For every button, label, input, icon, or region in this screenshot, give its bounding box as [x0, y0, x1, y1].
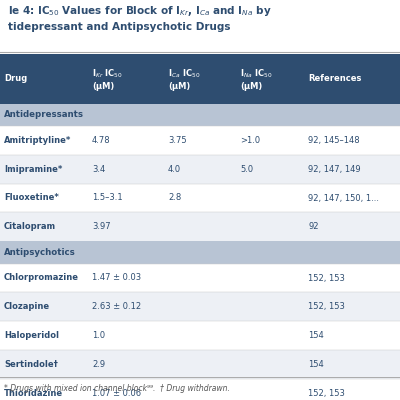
Text: 152, 153: 152, 153 — [308, 389, 345, 398]
Text: Clozapine: Clozapine — [4, 302, 50, 311]
Text: Antidepressants: Antidepressants — [4, 110, 84, 119]
Text: 3.97: 3.97 — [92, 222, 111, 231]
Text: 92, 145–148: 92, 145–148 — [308, 136, 360, 145]
Text: >1.0: >1.0 — [240, 136, 260, 145]
Text: le 4: IC$_{50}$ Values for Block of I$_{Kr}$, I$_{Ca}$ and I$_{Na}$ by
tidepress: le 4: IC$_{50}$ Values for Block of I$_{… — [8, 4, 272, 32]
Text: 1.5–3.1: 1.5–3.1 — [92, 194, 123, 202]
FancyBboxPatch shape — [0, 126, 400, 155]
Text: 2.9: 2.9 — [92, 360, 105, 369]
Text: I$_{Kr}$ IC$_{50}$
(μM): I$_{Kr}$ IC$_{50}$ (μM) — [92, 67, 123, 91]
Text: Sertindole†: Sertindole† — [4, 360, 58, 369]
Text: 2.63 ± 0.12: 2.63 ± 0.12 — [92, 302, 141, 311]
Text: 154: 154 — [308, 360, 324, 369]
Text: Amitriptyline*: Amitriptyline* — [4, 136, 71, 145]
Text: Drug: Drug — [4, 74, 27, 83]
FancyBboxPatch shape — [0, 184, 400, 212]
FancyBboxPatch shape — [0, 350, 400, 379]
Text: 3.4: 3.4 — [92, 165, 105, 174]
FancyBboxPatch shape — [0, 241, 400, 264]
Text: Fluoxetine*: Fluoxetine* — [4, 194, 59, 202]
Text: * Drugs with mixed ion channel block⁹⁹.  † Drug withdrawn.: * Drugs with mixed ion channel block⁹⁹. … — [4, 384, 230, 393]
FancyBboxPatch shape — [0, 155, 400, 184]
Text: I$_{Ca}$ IC$_{50}$
(μM): I$_{Ca}$ IC$_{50}$ (μM) — [168, 67, 200, 91]
Text: Haloperidol: Haloperidol — [4, 331, 59, 340]
FancyBboxPatch shape — [0, 379, 400, 400]
Text: 92, 147, 150, 1...: 92, 147, 150, 1... — [308, 194, 379, 202]
Text: 152, 153: 152, 153 — [308, 274, 345, 282]
FancyBboxPatch shape — [0, 264, 400, 292]
Text: Imipramine*: Imipramine* — [4, 165, 62, 174]
FancyBboxPatch shape — [0, 212, 400, 241]
Text: Citalopram: Citalopram — [4, 222, 56, 231]
Text: 92: 92 — [308, 222, 318, 231]
Text: 154: 154 — [308, 331, 324, 340]
Text: Chlorpromazine: Chlorpromazine — [4, 274, 79, 282]
Text: 2.8: 2.8 — [168, 194, 181, 202]
Text: 5.0: 5.0 — [240, 165, 253, 174]
Text: References: References — [308, 74, 361, 83]
Text: 92, 147, 149: 92, 147, 149 — [308, 165, 361, 174]
Text: 1.0: 1.0 — [92, 331, 105, 340]
FancyBboxPatch shape — [0, 54, 400, 104]
Text: I$_{Na}$ IC$_{50}$
(μM): I$_{Na}$ IC$_{50}$ (μM) — [240, 67, 273, 91]
Text: 3.75: 3.75 — [168, 136, 187, 145]
Text: 4.78: 4.78 — [92, 136, 111, 145]
Text: Thioridazine: Thioridazine — [4, 389, 63, 398]
Text: 1.47 ± 0.03: 1.47 ± 0.03 — [92, 274, 141, 282]
Text: 1.07 ± 0.06: 1.07 ± 0.06 — [92, 389, 141, 398]
FancyBboxPatch shape — [0, 321, 400, 350]
Text: Antipsychotics: Antipsychotics — [4, 248, 76, 257]
FancyBboxPatch shape — [0, 292, 400, 321]
FancyBboxPatch shape — [0, 104, 400, 126]
Text: 152, 153: 152, 153 — [308, 302, 345, 311]
Text: 4.0: 4.0 — [168, 165, 181, 174]
